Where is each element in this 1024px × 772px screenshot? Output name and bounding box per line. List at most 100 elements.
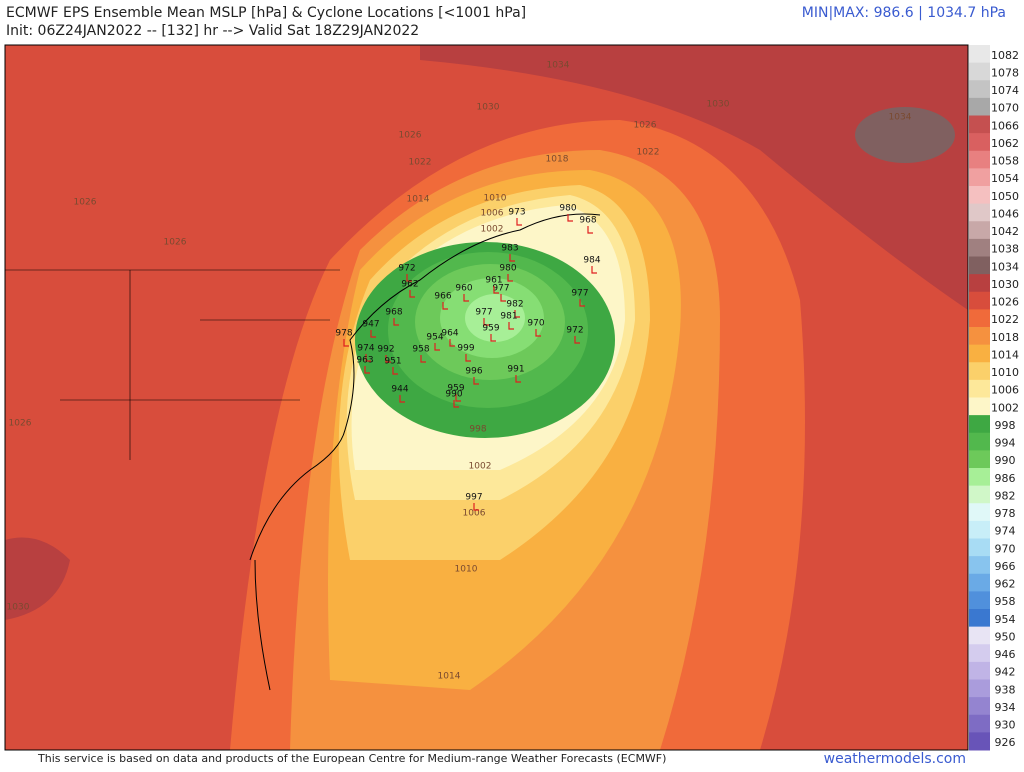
colorbar-swatch bbox=[969, 327, 990, 346]
contour-label: 1022 bbox=[409, 158, 432, 168]
cyclone-marker bbox=[385, 355, 391, 363]
contour-label: 1022 bbox=[637, 148, 660, 158]
colorbar-swatch bbox=[969, 115, 990, 134]
cyclone-marker bbox=[490, 334, 496, 342]
cyclone-marker bbox=[587, 226, 593, 234]
colorbar-label: 1026 bbox=[991, 296, 1019, 309]
site-link[interactable]: weathermodels.com bbox=[824, 751, 966, 767]
min-max: MIN|MAX: 986.6 | 1034.7 hPa bbox=[802, 5, 1006, 21]
cyclone-pressure: 982 bbox=[506, 300, 523, 310]
colorbar-swatch bbox=[969, 556, 990, 575]
cyclone-pressure: 970 bbox=[527, 319, 544, 329]
colorbar-label: 1062 bbox=[991, 137, 1019, 150]
contour-label: 1034 bbox=[889, 113, 912, 123]
colorbar-label: 998 bbox=[995, 419, 1016, 432]
colorbar-label: 966 bbox=[995, 560, 1016, 573]
colorbar-label: 1074 bbox=[991, 84, 1019, 97]
cyclone-marker bbox=[409, 290, 415, 298]
colorbar-label: 950 bbox=[995, 630, 1016, 643]
colorbar-swatch bbox=[969, 538, 990, 557]
colorbar-label: 962 bbox=[995, 578, 1016, 591]
cyclone-pressure: 958 bbox=[412, 345, 429, 355]
colorbar-swatch bbox=[969, 432, 990, 451]
map bbox=[5, 45, 968, 750]
contour-label: 1034 bbox=[547, 61, 570, 71]
colorbar-label: 1082 bbox=[991, 49, 1019, 62]
colorbar-swatch bbox=[969, 274, 990, 293]
colorbar-label: 1010 bbox=[991, 366, 1019, 379]
cyclone-pressure: 968 bbox=[385, 308, 402, 318]
cyclone-pressure: 962 bbox=[401, 280, 418, 290]
contour-label: 1030 bbox=[477, 103, 500, 113]
colorbar-swatch bbox=[969, 450, 990, 469]
colorbar-label: 970 bbox=[995, 542, 1016, 555]
cyclone-marker bbox=[591, 266, 597, 274]
colorbar-swatch bbox=[969, 221, 990, 240]
cyclone-pressure: 980 bbox=[499, 264, 516, 274]
contour-label: 1002 bbox=[469, 462, 492, 472]
colorbar-swatch bbox=[969, 97, 990, 116]
colorbar-swatch bbox=[969, 679, 990, 698]
contour-label: 1030 bbox=[7, 603, 30, 613]
cyclone-marker bbox=[399, 395, 405, 403]
colorbar-label: 1070 bbox=[991, 102, 1019, 115]
contour-label: 1014 bbox=[438, 672, 461, 682]
cyclone-marker bbox=[483, 318, 489, 326]
colorbar-label: 1034 bbox=[991, 260, 1019, 273]
contour-label: 998 bbox=[469, 425, 486, 435]
cyclone-pressure: 972 bbox=[398, 264, 415, 274]
colorbar-label: 1030 bbox=[991, 278, 1019, 291]
contour-label: 1010 bbox=[455, 565, 478, 575]
colorbar-swatch bbox=[969, 362, 990, 381]
cyclone-marker bbox=[515, 375, 521, 383]
contour-label: 1030 bbox=[707, 100, 730, 110]
colorbar-swatch bbox=[969, 644, 990, 663]
colorbar-swatch bbox=[969, 661, 990, 680]
cyclone-pressure: 978 bbox=[335, 329, 352, 339]
contour-label: 1026 bbox=[399, 131, 422, 141]
cyclone-marker bbox=[473, 377, 479, 385]
cyclone-marker bbox=[420, 355, 426, 363]
cyclone-pressure: 977 bbox=[475, 308, 492, 318]
credit: This service is based on data and produc… bbox=[37, 752, 666, 765]
cyclone-marker bbox=[449, 339, 455, 347]
colorbar-swatch bbox=[969, 626, 990, 645]
cyclone-pressure: 992 bbox=[377, 345, 394, 355]
colorbar-swatch bbox=[969, 62, 990, 81]
cyclone-pressure: 959 bbox=[482, 324, 499, 334]
colorbar-swatch bbox=[969, 80, 990, 99]
cyclone-marker bbox=[365, 354, 371, 362]
colorbar-label: 1058 bbox=[991, 155, 1019, 168]
cyclone-marker bbox=[453, 400, 459, 408]
colorbar-swatch bbox=[969, 732, 990, 751]
contour-label: 1002 bbox=[481, 225, 504, 235]
cyclone-marker bbox=[567, 214, 573, 222]
cyclone-marker bbox=[493, 286, 499, 294]
contour-label: 1018 bbox=[546, 155, 569, 165]
colorbar-label: 1018 bbox=[991, 331, 1019, 344]
cyclone-pressure: 980 bbox=[559, 204, 576, 214]
colorbar-swatch bbox=[969, 415, 990, 434]
colorbar-swatch bbox=[969, 468, 990, 487]
cyclone-marker bbox=[507, 274, 513, 282]
colorbar-swatch bbox=[969, 379, 990, 398]
cyclone-marker bbox=[442, 302, 448, 310]
cyclone-marker bbox=[370, 330, 376, 338]
colorbar-label: 926 bbox=[995, 736, 1016, 749]
cyclone-pressure: 972 bbox=[566, 326, 583, 336]
cyclone-pressure: 977 bbox=[492, 284, 509, 294]
cyclone-marker bbox=[434, 343, 440, 351]
cyclone-pressure: 968 bbox=[579, 216, 596, 226]
colorbar-swatch bbox=[969, 203, 990, 222]
colorbar-swatch bbox=[969, 150, 990, 169]
cyclone-marker bbox=[364, 366, 370, 374]
cyclone-pressure: 964 bbox=[441, 329, 458, 339]
colorbar-label: 1042 bbox=[991, 225, 1019, 238]
colorbar-label: 1038 bbox=[991, 243, 1019, 256]
cyclone-pressure: 991 bbox=[507, 365, 524, 375]
colorbar-label: 930 bbox=[995, 719, 1016, 732]
cyclone-pressure: 963 bbox=[356, 356, 373, 366]
contour-label: 1010 bbox=[484, 194, 507, 204]
colorbar-swatch bbox=[969, 256, 990, 275]
